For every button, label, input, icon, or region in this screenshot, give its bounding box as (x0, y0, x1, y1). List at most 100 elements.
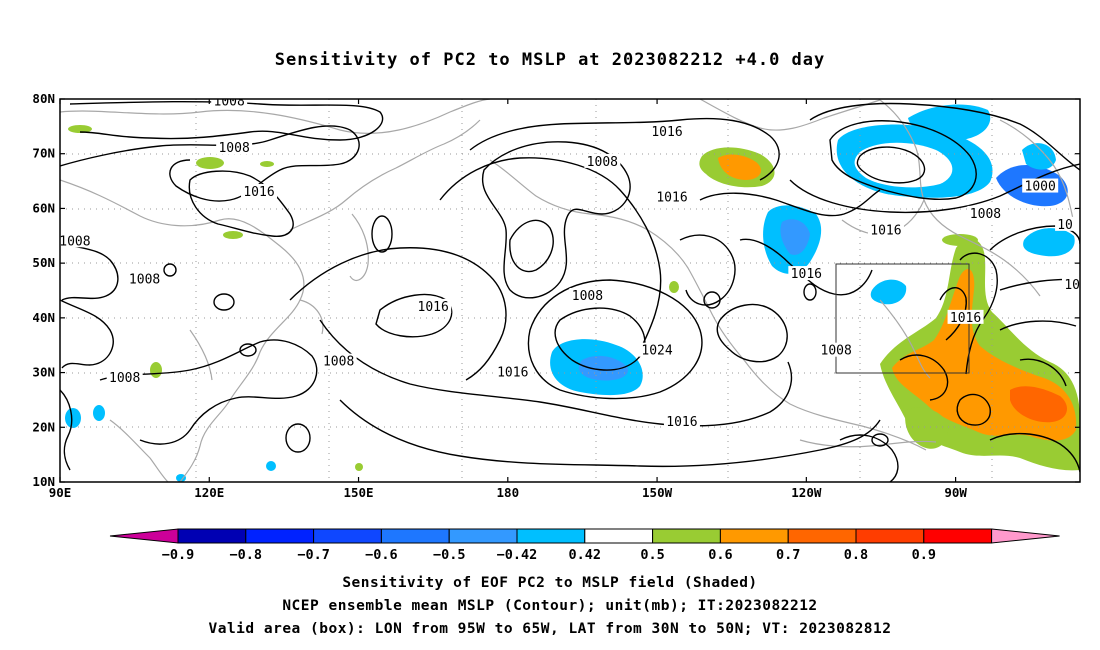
colorbar-segment (923, 528, 993, 544)
colorbar-segment (652, 528, 721, 544)
colorbar-segment (787, 528, 857, 544)
shade-spot-12 (942, 234, 978, 246)
lon-tick-label: 90E (49, 485, 72, 500)
shade-spot-4 (223, 231, 243, 239)
contour-label: 1008 (323, 355, 354, 370)
contour-label: 1008 (970, 207, 1001, 222)
shade-spot-9 (176, 474, 186, 482)
shade-spot-1 (68, 125, 92, 133)
colorbar-segment (448, 528, 518, 544)
shade-atlantic-darkorange (1010, 386, 1067, 423)
contour-label: 1016 (1064, 278, 1095, 293)
contour-label: 1008 (572, 289, 603, 304)
contour-label-bg (649, 123, 686, 138)
shade-spot-2 (196, 157, 224, 169)
shade-spot-11 (669, 281, 679, 293)
colorbar-label: 0.6 (708, 547, 732, 563)
shade-canada-west-inner (780, 219, 810, 255)
contour-label-bg (320, 353, 357, 368)
lat-tick-label: 40N (32, 310, 55, 325)
mslp-contours (60, 100, 1080, 482)
lat-tick-label: 50N (32, 255, 55, 270)
contour-label: 1008 (587, 155, 618, 170)
contour-label-bg (126, 271, 163, 286)
colorbar-label: 0.42 (569, 547, 602, 563)
lon-tick-label: 90W (944, 485, 967, 500)
colorbar-label: −0.8 (230, 547, 263, 563)
colorbar-arrow-high (991, 528, 1060, 544)
caption-valid-area: Valid area (box): LON from 95W to 65W, L… (208, 621, 892, 637)
caption-contour: NCEP ensemble mean MSLP (Contour); unit(… (282, 598, 818, 614)
contour-label-bg (494, 364, 531, 379)
contour-label-bg (947, 309, 984, 324)
contour-label: 1024 (641, 344, 672, 359)
colorbar-label: −0.5 (433, 547, 466, 563)
contour-label: 1016 (656, 190, 687, 205)
contour-label: 1016 (497, 366, 528, 381)
contour-label-bg (60, 233, 93, 248)
contour-label-bg (654, 189, 690, 204)
colorbar-segment (313, 528, 382, 544)
lon-tick-label: 120E (194, 485, 224, 500)
colorbar-label: 0.8 (844, 547, 868, 563)
colorbar-segment (177, 528, 247, 544)
shade-alaska-core (718, 154, 761, 180)
map-title: Sensitivity of PC2 to MSLP at 2023082212… (274, 50, 826, 70)
shade-pacific-high-inner (578, 355, 629, 381)
contour-label: 10 (1057, 218, 1073, 233)
lat-tick-label: 60N (32, 200, 55, 215)
colorbar-label: 0.7 (776, 547, 800, 563)
shade-labrador-outer (1022, 143, 1056, 170)
contour-label: 1016 (870, 223, 901, 238)
colorbar-segment (719, 528, 789, 544)
contour-label-bg (663, 413, 700, 428)
lon-tick-label: 150E (343, 485, 373, 500)
contour-label-bg (584, 153, 621, 168)
colorbar: −0.9 −0.8 −0.7 −0.6 −0.5 −0.42 0.42 0.5 0.6 0.7 0.… (109, 528, 1060, 563)
shade-greenland (908, 104, 991, 140)
contour-label-bg (639, 342, 676, 357)
contour-label-bg (818, 342, 855, 357)
contour-label-bg (241, 184, 278, 199)
colorbar-label: 0.5 (640, 547, 664, 563)
shade-spot-3 (260, 161, 274, 167)
colorbar-label: 0.9 (912, 547, 936, 563)
contour-label: 1016 (791, 267, 822, 282)
lat-tick-label: 30N (32, 365, 55, 380)
contour-label: 1000 (1025, 180, 1056, 195)
shade-great-lakes (870, 279, 907, 305)
shade-spot-10 (355, 463, 363, 471)
contour-label: 1016 (418, 300, 449, 315)
map-frame (59, 98, 1081, 483)
lat-tick-label: 80N (32, 91, 55, 106)
contour-label: 1008 (129, 273, 160, 288)
contour-label: 1016 (243, 185, 274, 200)
shade-caribbean (905, 407, 949, 449)
colorbar-label: −0.7 (297, 547, 330, 563)
colorbar-segment (380, 528, 450, 544)
contour-label: 1008 (218, 141, 249, 156)
contour-label-bg (1022, 178, 1059, 193)
shade-arctic-hole (854, 142, 953, 188)
colorbar-arrow-low (109, 528, 179, 544)
shade-newfoundland (1023, 228, 1075, 257)
shade-spot-8 (266, 461, 276, 471)
gridlines (60, 99, 1080, 482)
contour-label-bg (106, 370, 143, 385)
contour-label-bg (788, 266, 825, 281)
lat-tick-label: 20N (32, 419, 55, 434)
contour-label-bg (211, 99, 248, 108)
shade-spot-6 (65, 408, 81, 428)
colorbar-segment (516, 528, 586, 544)
lon-tick-label: 180 (497, 485, 520, 500)
lon-tick-label: 150W (642, 485, 673, 500)
colorbar-label: −0.9 (162, 547, 195, 563)
colorbar-label: −0.6 (365, 547, 398, 563)
contour-label: 1008 (214, 95, 245, 110)
contour-label: 1016 (950, 311, 981, 326)
contour-label: 1016 (666, 415, 697, 430)
caption-shaded: Sensitivity of EOF PC2 to MSLP field (Sh… (342, 575, 758, 591)
colorbar-segment (855, 528, 925, 544)
